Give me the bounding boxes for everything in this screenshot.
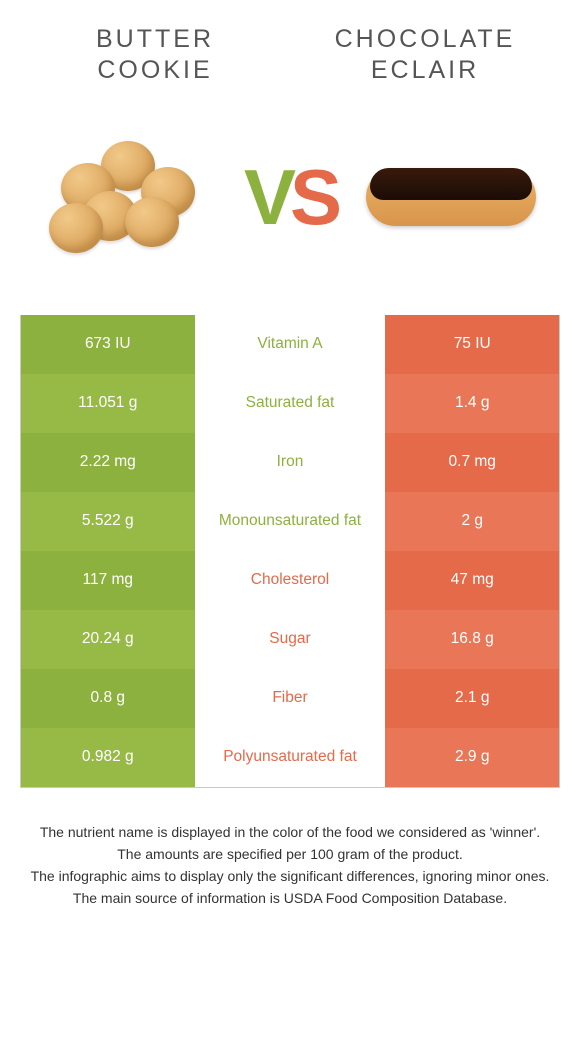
table-row: 20.24 gSugar16.8 g: [21, 610, 559, 669]
left-value: 673 IU: [21, 315, 195, 374]
nutrient-label: Iron: [195, 433, 386, 492]
left-value: 0.8 g: [21, 669, 195, 728]
footnote-line: The nutrient name is displayed in the co…: [24, 822, 556, 842]
right-value: 2 g: [385, 492, 559, 551]
table-row: 11.051 gSaturated fat1.4 g: [21, 374, 559, 433]
nutrient-label: Cholesterol: [195, 551, 386, 610]
nutrient-label: Vitamin A: [195, 315, 386, 374]
left-value: 20.24 g: [21, 610, 195, 669]
table-row: 117 mgCholesterol47 mg: [21, 551, 559, 610]
nutrient-label: Sugar: [195, 610, 386, 669]
footnote-line: The amounts are specified per 100 gram o…: [24, 844, 556, 864]
nutrient-label: Fiber: [195, 669, 386, 728]
nutrient-table: 673 IUVitamin A75 IU11.051 gSaturated fa…: [20, 315, 560, 788]
table-row: 673 IUVitamin A75 IU: [21, 315, 559, 374]
left-value: 0.982 g: [21, 728, 195, 787]
left-value: 2.22 mg: [21, 433, 195, 492]
nutrient-label: Monounsaturated fat: [195, 492, 386, 551]
right-food-image: [366, 127, 536, 267]
right-value: 75 IU: [385, 315, 559, 374]
left-value: 117 mg: [21, 551, 195, 610]
footnote-line: The main source of information is USDA F…: [24, 888, 556, 908]
right-value: 2.1 g: [385, 669, 559, 728]
right-food-title: CHOCOLATEECLAIR: [304, 24, 547, 87]
right-value: 1.4 g: [385, 374, 559, 433]
table-row: 0.8 gFiber2.1 g: [21, 669, 559, 728]
comparison-image-row: VS: [20, 127, 560, 267]
left-food-title: BUTTERCOOKIE: [34, 24, 277, 87]
right-value: 0.7 mg: [385, 433, 559, 492]
table-row: 2.22 mgIron0.7 mg: [21, 433, 559, 492]
vs-label: VS: [244, 158, 336, 236]
nutrient-label: Polyunsaturated fat: [195, 728, 386, 787]
vs-s: S: [290, 153, 336, 241]
table-row: 0.982 gPolyunsaturated fat2.9 g: [21, 728, 559, 787]
left-value: 5.522 g: [21, 492, 195, 551]
left-food-image: [44, 127, 214, 267]
nutrient-label: Saturated fat: [195, 374, 386, 433]
right-value: 47 mg: [385, 551, 559, 610]
right-value: 2.9 g: [385, 728, 559, 787]
footnotes: The nutrient name is displayed in the co…: [20, 822, 560, 909]
footnote-line: The infographic aims to display only the…: [24, 866, 556, 886]
right-value: 16.8 g: [385, 610, 559, 669]
table-row: 5.522 gMonounsaturated fat2 g: [21, 492, 559, 551]
left-value: 11.051 g: [21, 374, 195, 433]
vs-v: V: [244, 153, 290, 241]
